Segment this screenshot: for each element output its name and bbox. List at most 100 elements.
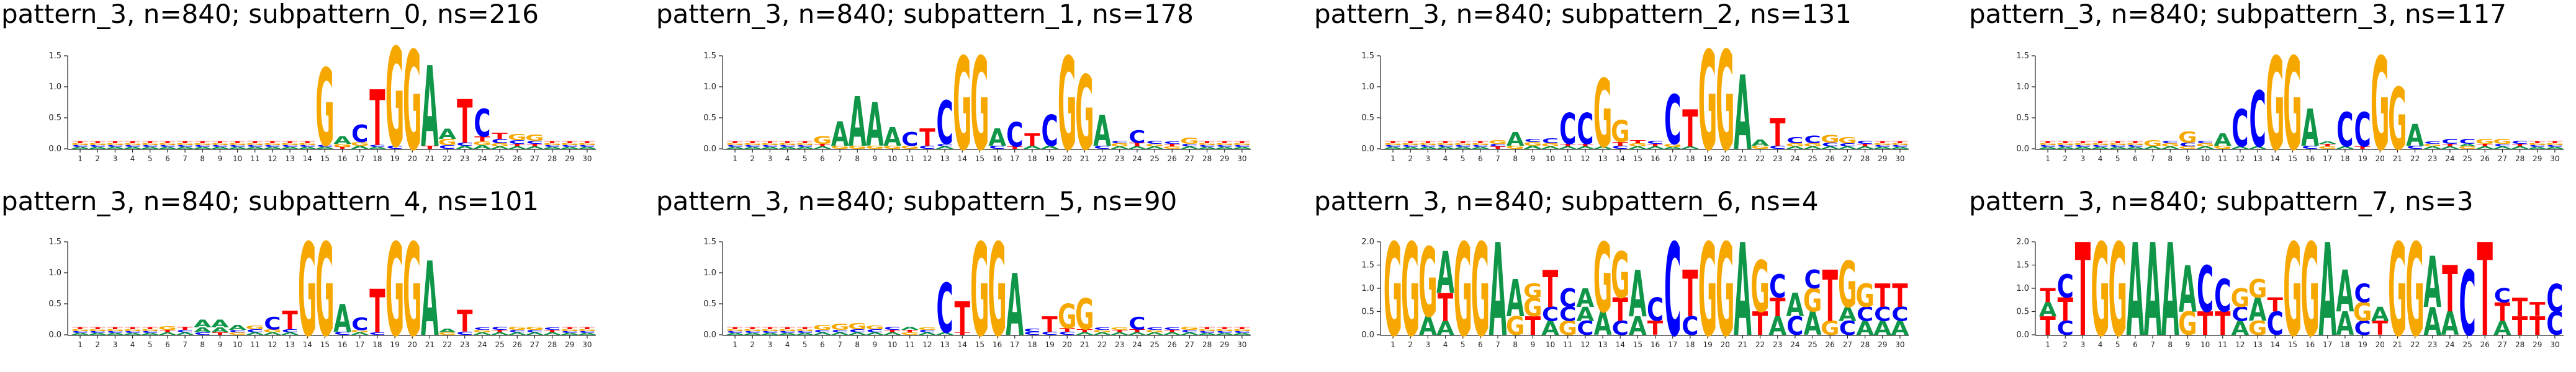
- x-tick-label: 8: [200, 340, 205, 349]
- logo-letter-G: G: [88, 143, 107, 146]
- logo-letter-C: C: [194, 144, 211, 148]
- logo-letter-G: G: [2371, 30, 2390, 179]
- logo-letter-A: A: [901, 326, 919, 331]
- logo-letter-T: T: [1752, 305, 1768, 343]
- logo-letter-G: G: [123, 143, 142, 146]
- logo-letter-G: G: [438, 137, 456, 147]
- logo-letter-G: G: [2493, 138, 2511, 145]
- logo-letter-G: G: [298, 216, 317, 365]
- logo-letter-T: T: [510, 143, 525, 147]
- logo-letter-A: A: [1024, 145, 1042, 150]
- logo-letter-C: C: [369, 332, 385, 335]
- x-tick-label: 27: [1185, 340, 1194, 349]
- x-tick-label: 8: [855, 154, 860, 163]
- logo-letter-C: C: [281, 144, 298, 148]
- x-tick-label: 13: [1598, 154, 1607, 163]
- logo-letter-A: A: [1646, 146, 1664, 149]
- logo-letter-G: G: [1110, 143, 1129, 148]
- logo-letter-C: C: [89, 144, 106, 148]
- panel-title: pattern_3, n=840; subpattern_0, ns=216: [1, 0, 539, 29]
- sequence-logo-chart: 0.00.51.01.51 2 3 4 5 6 7 8 9 10 11 12 13 14 15 16 17 18 1…: [48, 20, 597, 182]
- logo-letter-G: G: [1197, 329, 1216, 332]
- logo-letter-A: A: [264, 332, 282, 335]
- x-tick-label: 25: [2462, 154, 2472, 163]
- logo-letter-C: C: [2407, 145, 2423, 150]
- x-tick-label: 1: [1390, 340, 1395, 349]
- logo-letter-G: G: [1180, 326, 1199, 331]
- x-tick-label: 8: [855, 340, 860, 349]
- x-tick-label: 18: [2340, 154, 2349, 163]
- logo-letter-C: C: [456, 142, 473, 147]
- x-tick-label: 22: [2410, 340, 2420, 349]
- logo-letter-C: C: [1146, 327, 1163, 330]
- logo-letter-G: G: [1523, 280, 1542, 303]
- logo-letter-C: C: [369, 144, 385, 148]
- x-tick-label: 10: [233, 340, 242, 349]
- x-tick-label: 14: [2271, 154, 2280, 163]
- x-tick-label: 9: [1531, 340, 1536, 349]
- logo-letter-A: A: [1839, 304, 1857, 326]
- logo-letter-A: A: [1873, 146, 1892, 149]
- logo-letter-A: A: [1577, 304, 1595, 326]
- logo-letter-G: G: [2195, 143, 2215, 148]
- y-tick-label: 0.5: [1361, 113, 1374, 123]
- x-tick-label: 24: [1790, 154, 1799, 163]
- logo-letter-G: G: [1803, 281, 1822, 319]
- x-tick-label: 29: [1220, 154, 1229, 163]
- x-tick-label: 4: [785, 340, 790, 349]
- logo-letter-A: A: [1198, 146, 1217, 149]
- x-tick-label: 21: [2393, 154, 2402, 163]
- logo-letter-G: G: [2248, 317, 2267, 340]
- logo-letter-G: G: [1418, 228, 1438, 339]
- logo-letter-T: T: [2092, 141, 2108, 144]
- logo-letter-A: A: [866, 92, 884, 161]
- logo-letter-A: A: [936, 146, 954, 149]
- x-tick-label: 5: [148, 154, 153, 163]
- x-tick-label: 7: [1495, 154, 1500, 163]
- logo-letter-T: T: [142, 141, 158, 144]
- logo-letter-C: C: [2179, 142, 2196, 148]
- logo-letter-T: T: [955, 332, 970, 335]
- x-tick-label: 9: [2186, 154, 2191, 163]
- logo-letter-T: T: [2372, 317, 2389, 340]
- x-tick-label: 3: [113, 154, 118, 163]
- logo-letter-T: T: [1822, 256, 1838, 338]
- logo-letter-G: G: [1233, 143, 1251, 146]
- x-tick-label: 13: [940, 154, 949, 163]
- logo-letter-A: A: [106, 146, 125, 149]
- logo-letter-G: G: [865, 145, 885, 150]
- x-tick-label: 29: [565, 154, 574, 163]
- x-tick-label: 18: [1027, 154, 1037, 163]
- x-tick-label: 14: [958, 340, 967, 349]
- x-tick-label: 13: [285, 154, 294, 163]
- x-tick-label: 4: [785, 154, 790, 163]
- x-tick-label: 20: [1721, 340, 1730, 349]
- logo-letter-C: C: [1164, 327, 1181, 330]
- logo-letter-C: C: [2459, 138, 2475, 145]
- logo-letter-G: G: [1145, 329, 1164, 333]
- logo-letter-A: A: [369, 146, 387, 149]
- logo-letter-A: A: [474, 144, 492, 150]
- x-tick-label: 10: [888, 154, 897, 163]
- x-tick-label: 23: [1115, 340, 1124, 349]
- logo-letter-C: C: [1804, 265, 1821, 294]
- logo-letter-A: A: [849, 332, 867, 335]
- y-tick-label: 1.5: [2016, 51, 2029, 61]
- logo-letter-G: G: [796, 329, 814, 332]
- x-tick-label: 7: [2150, 154, 2155, 163]
- logo-letter-G: G: [525, 133, 544, 143]
- logo-letter-C: C: [491, 138, 508, 145]
- logo-letter-C: C: [1682, 312, 1698, 341]
- x-tick-label: 22: [1097, 154, 1107, 163]
- x-tick-label: 20: [408, 340, 417, 349]
- logo-letter-C: C: [1128, 314, 1145, 334]
- logo-letter-C: C: [2231, 304, 2248, 326]
- x-tick-label: 3: [768, 340, 773, 349]
- logo-letter-C: C: [936, 270, 953, 349]
- logo-letter-A: A: [1856, 317, 1874, 340]
- x-tick-label: 8: [200, 154, 205, 163]
- y-tick-label: 0.5: [2016, 113, 2029, 123]
- logo-letter-C: C: [124, 144, 141, 148]
- logo-letter-G: G: [1092, 329, 1111, 333]
- x-tick-label: 17: [1668, 154, 1677, 163]
